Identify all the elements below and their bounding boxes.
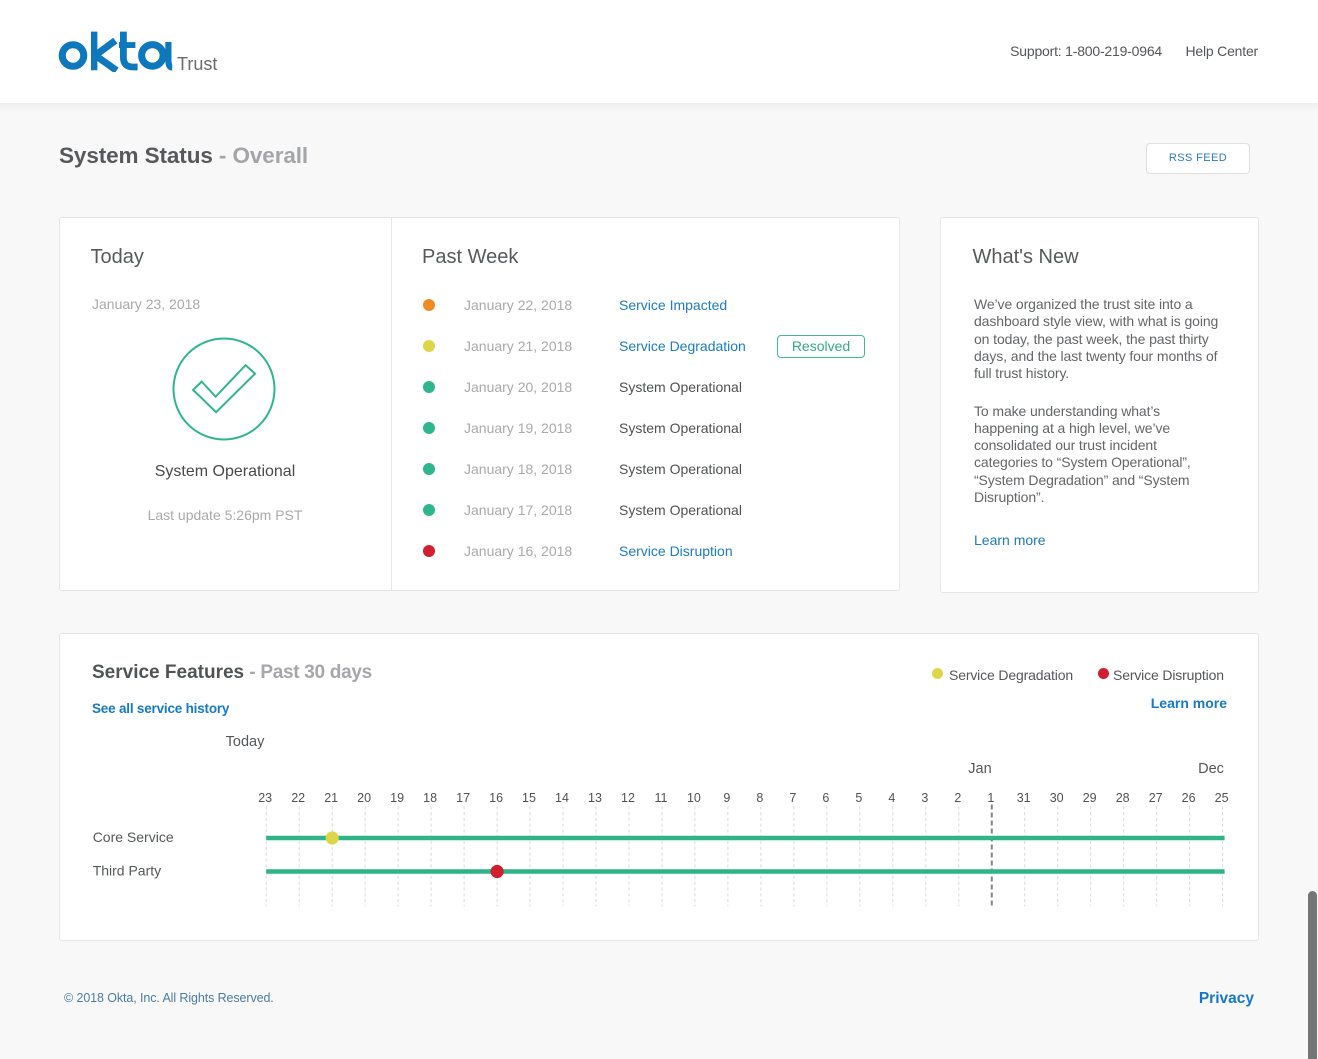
svg-text:26: 26	[1182, 791, 1196, 805]
svg-text:21: 21	[324, 791, 338, 805]
svg-text:19: 19	[390, 791, 404, 805]
svg-text:11: 11	[655, 791, 668, 805]
svg-text:12: 12	[621, 791, 635, 805]
svg-text:31: 31	[1017, 791, 1031, 805]
svg-text:Third Party: Third Party	[93, 862, 161, 878]
svg-text:18: 18	[423, 791, 437, 805]
svg-text:5: 5	[855, 791, 862, 805]
svg-text:17: 17	[456, 791, 470, 805]
svg-text:28: 28	[1116, 791, 1130, 805]
svg-text:27: 27	[1149, 791, 1163, 805]
svg-text:29: 29	[1083, 791, 1097, 805]
svg-text:4: 4	[888, 791, 895, 805]
svg-text:16: 16	[489, 791, 503, 805]
svg-text:7: 7	[789, 791, 796, 805]
svg-text:23: 23	[258, 791, 272, 805]
svg-text:Today: Today	[226, 734, 265, 750]
svg-text:Core Service: Core Service	[93, 829, 174, 845]
svg-text:20: 20	[357, 791, 371, 805]
svg-text:15: 15	[522, 791, 536, 805]
svg-text:2: 2	[954, 791, 961, 805]
svg-text:30: 30	[1050, 791, 1064, 805]
svg-text:25: 25	[1215, 791, 1229, 805]
svg-text:1: 1	[987, 791, 994, 805]
svg-text:13: 13	[588, 791, 602, 805]
svg-text:Dec: Dec	[1198, 761, 1224, 777]
svg-text:6: 6	[822, 791, 829, 805]
svg-text:14: 14	[555, 791, 569, 805]
svg-text:9: 9	[723, 791, 730, 805]
svg-text:3: 3	[921, 791, 928, 805]
svg-text:10: 10	[687, 791, 701, 805]
svg-text:Jan: Jan	[968, 761, 991, 777]
svg-text:8: 8	[756, 791, 763, 805]
svg-text:22: 22	[291, 791, 305, 805]
